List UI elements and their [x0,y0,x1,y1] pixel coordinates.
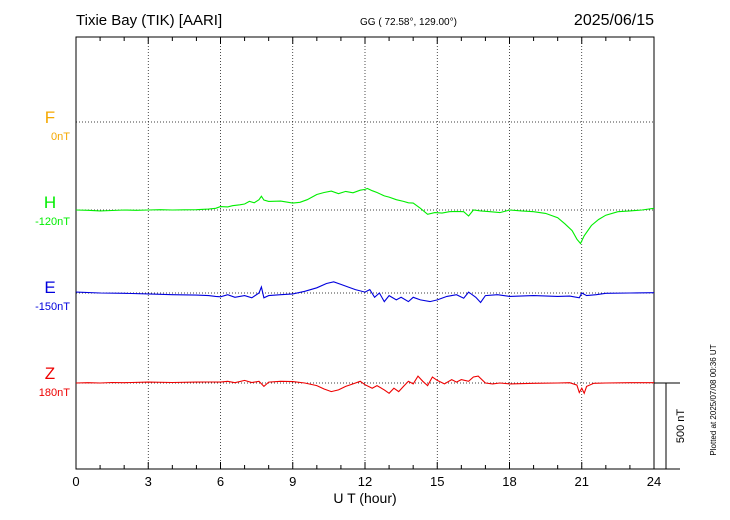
coords-label: GG ( 72.58°, 129.00°) [360,17,457,28]
channel-name-f: F [45,108,55,127]
channel-baseline-h: -120nT [35,216,70,228]
x-tick-label: 0 [72,474,79,489]
x-tick-label: 6 [217,474,224,489]
axis-ticks: 0 3 6 9 12 15 18 21 24 [72,37,661,489]
x-tick-label: 24 [647,474,661,489]
series-line-e [75,281,655,304]
channel-name-e: E [44,278,55,297]
x-tick-label: 21 [575,474,589,489]
channel-baseline-e: -150nT [35,301,70,313]
x-tick-label: 12 [358,474,372,489]
channel-baseline-z: 180nT [39,387,70,399]
x-axis-label: U T (hour) [333,490,396,506]
x-tick-label: 18 [502,474,516,489]
series-line-h [75,187,655,245]
grid-layer [76,37,654,469]
channel-name-h: H [44,193,56,212]
series-layer [75,187,655,395]
station-title: Tixie Bay (TIK) [AARI] [76,12,222,29]
channel-labels: F 0nT H -120nT E -150nT Z 180nT [35,108,70,399]
scale-bar-label: 500 nT [675,409,687,444]
channel-baseline-f: 0nT [51,131,70,143]
date-label: 2025/06/15 [574,12,654,29]
plotted-timestamp: Plotted at 2025/07/08 00:36 UT [709,344,718,455]
channel-name-z: Z [45,364,55,383]
x-tick-label: 15 [430,474,444,489]
scale-bar: 500 nT [654,382,687,470]
x-tick-label: 3 [145,474,152,489]
x-tick-label: 9 [289,474,296,489]
series-line-z [75,375,654,395]
